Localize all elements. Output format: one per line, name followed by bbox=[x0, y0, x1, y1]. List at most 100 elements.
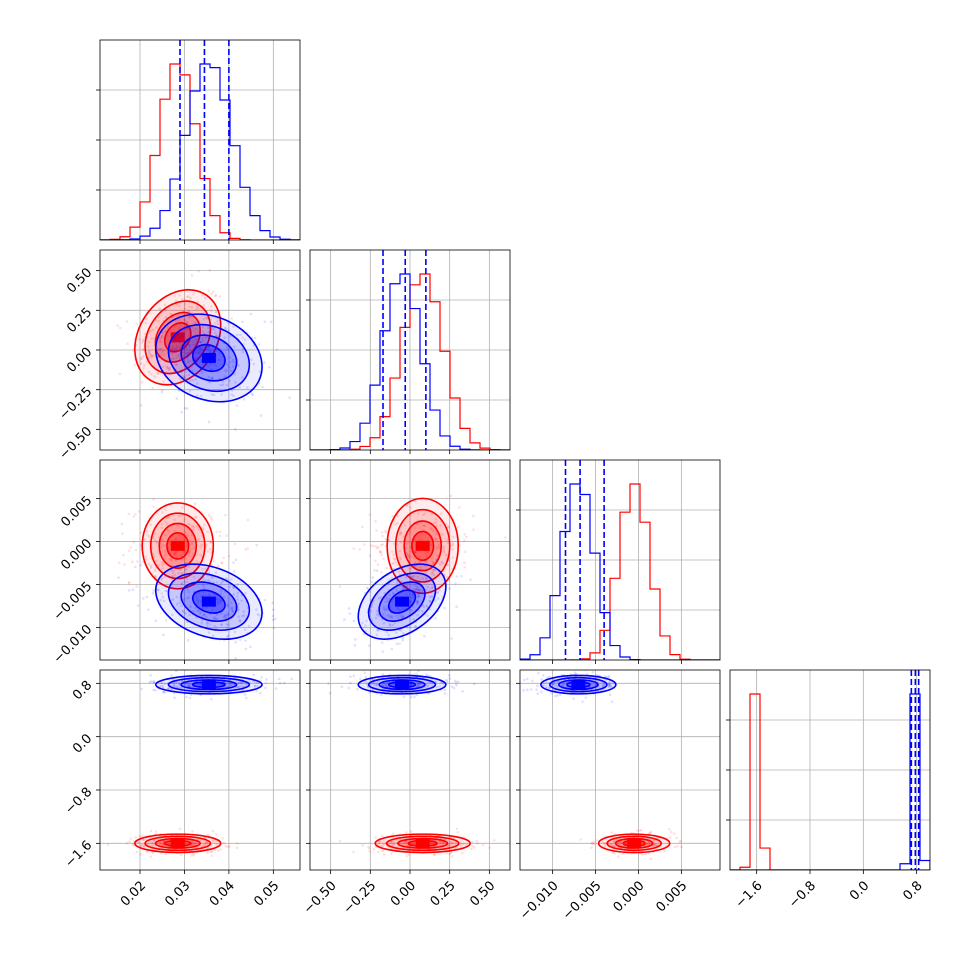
scatter-point bbox=[417, 588, 421, 591]
scatter-point bbox=[178, 304, 181, 308]
scatter-point bbox=[607, 683, 611, 687]
scatter-point bbox=[192, 583, 196, 586]
scatter-point bbox=[192, 528, 196, 532]
scatter-point bbox=[223, 613, 227, 617]
scatter-point bbox=[237, 685, 240, 689]
scatter-point bbox=[186, 534, 190, 538]
panel-2-0 bbox=[96, 459, 301, 664]
scatter-point bbox=[195, 598, 199, 601]
scatter-point bbox=[237, 681, 241, 685]
scatter-point bbox=[210, 697, 213, 701]
scatter-point bbox=[436, 540, 439, 544]
scatter-point bbox=[167, 368, 171, 371]
scatter-point bbox=[416, 682, 420, 686]
scatter-point bbox=[206, 539, 210, 543]
scatter-point bbox=[395, 581, 399, 585]
scatter-point bbox=[167, 575, 171, 578]
scatter-point bbox=[162, 690, 165, 694]
scatter-point bbox=[142, 845, 146, 849]
scatter-point bbox=[443, 688, 447, 692]
scatter-point bbox=[365, 619, 368, 623]
scatter-point bbox=[167, 687, 171, 690]
scatter-point bbox=[241, 320, 244, 324]
scatter-point bbox=[385, 681, 389, 685]
scatter-point bbox=[433, 853, 436, 857]
scatter-point bbox=[612, 844, 615, 848]
scatter-point bbox=[431, 528, 434, 532]
scatter-point bbox=[186, 353, 189, 356]
scatter-point bbox=[606, 675, 610, 679]
scatter-point bbox=[378, 550, 382, 553]
scatter-point bbox=[463, 565, 466, 569]
scatter-point bbox=[116, 324, 120, 327]
scatter-point bbox=[257, 343, 261, 346]
scatter-point bbox=[415, 683, 419, 687]
scatter-point bbox=[399, 531, 403, 534]
scatter-point bbox=[399, 540, 403, 544]
scatter-point bbox=[165, 516, 168, 520]
scatter-point bbox=[359, 677, 362, 681]
scatter-point bbox=[240, 599, 243, 602]
scatter-point bbox=[179, 686, 182, 689]
scatter-point bbox=[202, 613, 205, 617]
scatter-point bbox=[365, 586, 369, 590]
x-tick-label-2-1: −0.005 bbox=[560, 878, 605, 923]
scatter-point bbox=[349, 681, 352, 685]
scatter-point bbox=[127, 581, 131, 585]
scatter-point bbox=[184, 530, 187, 534]
scatter-point bbox=[185, 620, 189, 624]
scatter-point bbox=[134, 512, 137, 516]
scatter-point bbox=[173, 684, 176, 687]
scatter-point bbox=[399, 615, 402, 618]
scatter-point bbox=[371, 544, 375, 548]
scatter-point bbox=[432, 561, 435, 564]
scatter-point bbox=[172, 684, 176, 687]
scatter-point bbox=[361, 621, 364, 625]
scatter-point bbox=[140, 381, 144, 384]
scatter-point bbox=[244, 639, 247, 642]
scatter-point bbox=[237, 615, 241, 618]
scatter-point bbox=[545, 676, 549, 679]
scatter-point bbox=[401, 607, 405, 610]
scatter-point bbox=[181, 514, 184, 517]
scatter-point bbox=[222, 615, 226, 619]
scatter-point bbox=[131, 560, 134, 564]
scatter-point bbox=[190, 854, 193, 857]
scatter-point bbox=[414, 588, 418, 592]
scatter-point bbox=[150, 680, 153, 683]
scatter-point bbox=[526, 688, 529, 692]
scatter-point bbox=[201, 339, 205, 343]
scatter-point bbox=[410, 596, 414, 600]
scatter-point bbox=[352, 850, 355, 854]
scatter-point bbox=[205, 347, 209, 351]
scatter-point bbox=[535, 688, 538, 691]
scatter-point bbox=[163, 575, 167, 579]
scatter-point bbox=[417, 589, 420, 592]
scatter-point bbox=[214, 832, 218, 836]
scatter-point bbox=[393, 557, 396, 560]
x-tick-label-1-4: 0.50 bbox=[467, 878, 498, 909]
scatter-point bbox=[236, 681, 240, 685]
scatter-point bbox=[143, 538, 147, 541]
scatter-point bbox=[194, 606, 198, 610]
scatter-point bbox=[210, 376, 214, 380]
scatter-point bbox=[190, 274, 194, 277]
scatter-point bbox=[424, 570, 428, 574]
scatter-point bbox=[423, 524, 427, 528]
scatter-point bbox=[202, 586, 206, 589]
scatter-point bbox=[409, 575, 413, 579]
scatter-point bbox=[404, 546, 408, 550]
scatter-point bbox=[166, 367, 169, 370]
scatter-point bbox=[187, 684, 191, 688]
scatter-point bbox=[175, 346, 179, 349]
scatter-point bbox=[193, 331, 197, 334]
scatter-point bbox=[136, 840, 139, 844]
scatter-point bbox=[176, 354, 180, 357]
scatter-point bbox=[550, 691, 553, 695]
scatter-point bbox=[438, 684, 442, 688]
scatter-point bbox=[422, 605, 426, 609]
scatter-point bbox=[395, 521, 399, 525]
scatter-point bbox=[195, 382, 199, 385]
scatter-point bbox=[392, 542, 396, 545]
scatter-point bbox=[186, 580, 189, 584]
